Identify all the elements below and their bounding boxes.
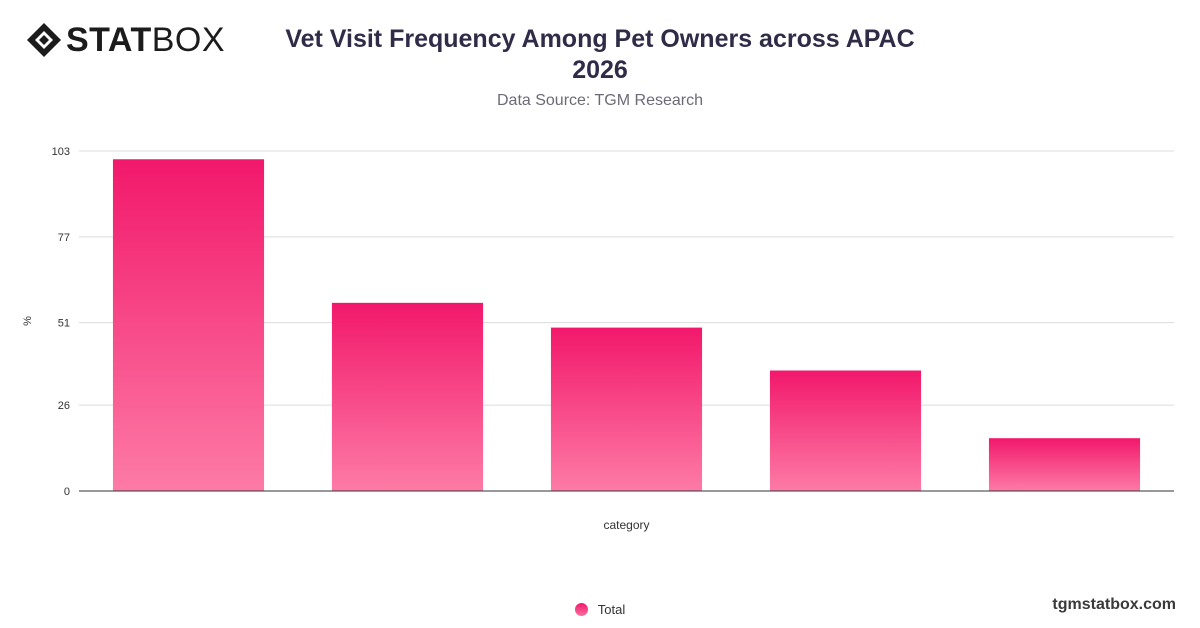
chart-title-line-1: Vet Visit Frequency Among Pet Owners acr…	[285, 25, 915, 53]
chart-title: Vet Visit Frequency Among Pet Owners acr…	[250, 24, 950, 86]
legend-label-total: Total	[597, 602, 626, 617]
y-tick-label: 77	[58, 232, 70, 244]
bar-4[interactable]	[769, 370, 922, 491]
y-tick-label: 103	[52, 146, 70, 158]
diamond-logo-icon	[27, 23, 61, 57]
bar-3[interactable]	[550, 327, 703, 491]
bar-1[interactable]	[112, 159, 265, 491]
chart-legend[interactable]: Total	[0, 602, 1200, 617]
chart-title-line-2: 2026	[572, 56, 628, 84]
chart-subtitle: Data Source: TGM Research	[496, 92, 703, 109]
statbox-logo: STATBOX	[26, 22, 225, 58]
bar-2[interactable]	[331, 302, 484, 491]
y-tick-label: 26	[58, 400, 70, 412]
bar-5[interactable]	[988, 438, 1141, 491]
logo-wordmark: STATBOX	[66, 22, 225, 58]
logo-light-text: BOX	[151, 21, 226, 59]
y-axis-label: %	[22, 316, 34, 326]
logo-bold-text: STAT	[66, 21, 152, 59]
legend-swatch	[574, 603, 588, 616]
y-tick-label: 51	[58, 318, 70, 330]
source-watermark: tgmstatbox.com	[1052, 596, 1176, 613]
x-axis-label: category	[603, 518, 649, 532]
y-tick-label: 0	[64, 486, 70, 498]
